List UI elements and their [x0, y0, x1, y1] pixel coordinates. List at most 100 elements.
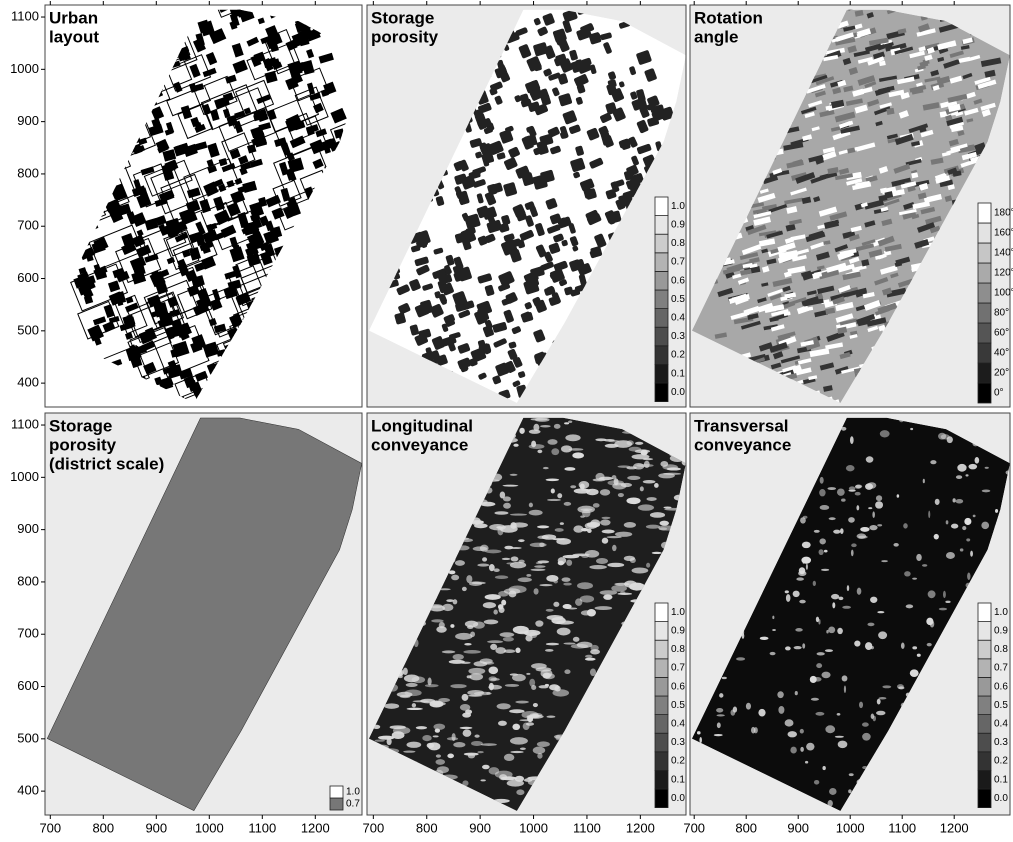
street-gap — [515, 701, 529, 704]
street-gap — [607, 563, 624, 567]
street-gap — [825, 649, 833, 652]
street-gap — [585, 522, 598, 529]
legend-label: 0.8 — [994, 644, 1008, 655]
street-gap — [587, 529, 592, 533]
street-gap — [502, 558, 510, 560]
legend-swatch — [978, 303, 991, 323]
street-gap — [946, 520, 949, 524]
street-gap — [851, 550, 854, 557]
street-gap — [509, 709, 525, 713]
map-panel: Storageporosity(district scale)0.71.0 — [45, 413, 362, 815]
street-gap — [482, 765, 490, 770]
street-gap — [537, 741, 550, 747]
street-gap — [785, 646, 791, 650]
panel-title: porosity — [49, 435, 117, 454]
street-gap — [816, 663, 822, 668]
building — [287, 0, 299, 3]
street-gap — [939, 608, 947, 611]
legend-swatch — [655, 752, 668, 771]
street-gap — [862, 722, 869, 726]
legend-swatch — [655, 715, 668, 734]
legend-label: 0.7 — [671, 663, 685, 674]
street-gap — [515, 648, 520, 653]
legend-swatch — [978, 603, 991, 622]
street-gap — [565, 434, 580, 441]
street-gap — [560, 522, 564, 525]
street-gap — [857, 533, 867, 538]
legend-label: 1.0 — [671, 607, 685, 618]
legend-label: 0.1 — [671, 774, 685, 785]
map-panel: Storageporosity0.00.10.20.30.40.50.60.70… — [321, 0, 748, 448]
legend-swatch — [655, 733, 668, 752]
street-gap — [973, 515, 976, 518]
street-gap — [580, 508, 592, 511]
y-tick-label: 900 — [17, 113, 39, 128]
street-gap — [848, 789, 851, 793]
street-gap — [530, 632, 538, 638]
x-tick-label: 700 — [683, 820, 705, 835]
street-gap — [799, 567, 805, 574]
street-gap — [825, 725, 835, 733]
street-gap — [581, 610, 592, 615]
street-gap — [533, 703, 538, 707]
legend-swatch — [978, 677, 991, 696]
street-gap — [575, 598, 582, 605]
street-gap — [716, 708, 723, 713]
panel-title: Storage — [49, 416, 112, 435]
street-gap — [872, 511, 875, 518]
street-gap — [562, 577, 571, 582]
panel-title: (district scale) — [49, 454, 164, 473]
street-gap — [594, 606, 612, 610]
street-gap — [967, 572, 970, 580]
x-tick-label: 1100 — [573, 820, 601, 835]
legend-label: 0.4 — [671, 719, 685, 730]
street-gap — [800, 729, 804, 734]
street-gap — [824, 550, 828, 553]
street-gap — [758, 709, 765, 717]
street-gap — [870, 646, 874, 649]
street-gap — [433, 735, 439, 737]
street-gap — [452, 733, 456, 741]
street-gap — [547, 499, 561, 501]
legend-label: 0.0 — [994, 793, 1008, 804]
street-gap — [425, 684, 439, 687]
y-tick-label: 600 — [17, 270, 39, 285]
building — [8, 99, 23, 113]
street-gap — [375, 739, 385, 741]
street-gap — [871, 714, 874, 719]
street-gap — [484, 620, 499, 625]
street-gap — [897, 684, 904, 689]
street-gap — [530, 543, 547, 548]
street-gap — [407, 708, 423, 710]
street-gap — [593, 503, 600, 508]
legend-swatch — [978, 343, 991, 363]
legend-label: 0.9 — [994, 626, 1008, 637]
street-gap — [837, 628, 843, 634]
building — [32, 134, 46, 146]
street-gap — [875, 501, 883, 508]
street-gap — [387, 738, 392, 745]
street-gap — [477, 564, 489, 567]
street-gap — [498, 604, 503, 609]
street-gap — [403, 668, 408, 675]
street-gap — [504, 588, 520, 594]
street-gap — [495, 575, 508, 579]
street-gap — [904, 571, 911, 576]
street-gap — [820, 477, 824, 484]
street-gap — [585, 550, 599, 558]
panel-title: Rotation — [694, 8, 763, 27]
street-gap — [571, 644, 588, 649]
legend-label: 0.9 — [671, 626, 685, 637]
street-gap — [435, 759, 445, 765]
street-gap — [563, 583, 572, 586]
street-gap — [599, 477, 613, 481]
street-gap — [795, 628, 803, 632]
street-gap — [935, 499, 940, 505]
street-gap — [416, 726, 427, 729]
street-gap — [719, 693, 723, 698]
street-gap — [859, 702, 863, 709]
street-gap — [817, 652, 825, 655]
street-gap — [790, 747, 796, 754]
street-gap — [435, 728, 440, 732]
street-gap — [821, 672, 830, 679]
